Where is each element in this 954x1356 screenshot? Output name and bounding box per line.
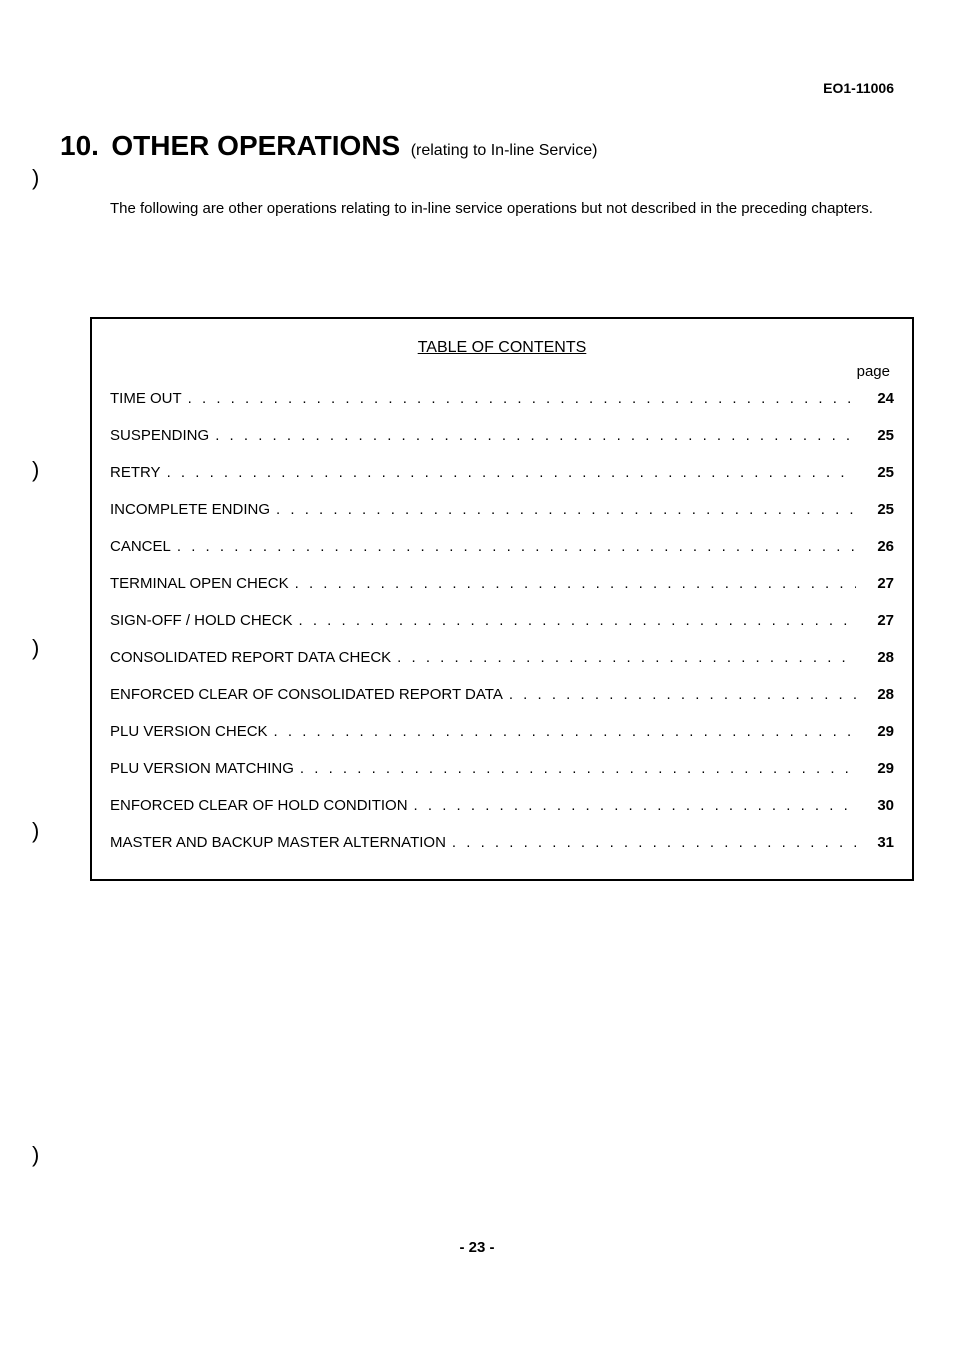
chapter-number: 10.: [60, 130, 99, 161]
toc-page-header: page: [110, 363, 894, 380]
toc-row: TERMINAL OPEN CHECK 27: [110, 575, 894, 592]
toc-item-page: 28: [862, 649, 894, 666]
toc-item-page: 30: [862, 797, 894, 814]
toc-leader-dots: [215, 427, 856, 444]
chapter-heading: 10. OTHER OPERATIONS (relating to In-lin…: [60, 130, 597, 162]
table-of-contents: TABLE OF CONTENTS page TIME OUT 24 SUSPE…: [90, 317, 914, 881]
toc-leader-dots: [167, 464, 856, 481]
toc-item-label: PLU VERSION MATCHING: [110, 760, 294, 777]
toc-item-page: 27: [862, 612, 894, 629]
margin-paren: ): [32, 1142, 39, 1168]
toc-item-label: ENFORCED CLEAR OF HOLD CONDITION: [110, 797, 408, 814]
toc-row: RETRY 25: [110, 464, 894, 481]
toc-item-label: SUSPENDING: [110, 427, 209, 444]
toc-item-label: TIME OUT: [110, 390, 182, 407]
toc-row: SIGN-OFF / HOLD CHECK 27: [110, 612, 894, 629]
toc-item-page: 24: [862, 390, 894, 407]
toc-title: TABLE OF CONTENTS: [110, 339, 894, 357]
toc-leader-dots: [299, 612, 856, 629]
toc-item-label: CONSOLIDATED REPORT DATA CHECK: [110, 649, 391, 666]
margin-paren: ): [32, 635, 39, 661]
margin-paren: ): [32, 165, 39, 191]
toc-item-label: MASTER AND BACKUP MASTER ALTERNATION: [110, 834, 446, 851]
toc-item-page: 29: [862, 723, 894, 740]
toc-row: ENFORCED CLEAR OF CONSOLIDATED REPORT DA…: [110, 686, 894, 703]
toc-item-page: 25: [862, 427, 894, 444]
toc-row: PLU VERSION MATCHING 29: [110, 760, 894, 777]
toc-row: SUSPENDING 25: [110, 427, 894, 444]
toc-leader-dots: [295, 575, 856, 592]
toc-item-page: 29: [862, 760, 894, 777]
toc-item-label: SIGN-OFF / HOLD CHECK: [110, 612, 293, 629]
toc-leader-dots: [452, 834, 856, 851]
toc-row: ENFORCED CLEAR OF HOLD CONDITION 30: [110, 797, 894, 814]
chapter-title-main: OTHER OPERATIONS: [111, 130, 400, 161]
toc-leader-dots: [300, 760, 856, 777]
toc-item-label: INCOMPLETE ENDING: [110, 501, 270, 518]
toc-row: MASTER AND BACKUP MASTER ALTERNATION 31: [110, 834, 894, 851]
margin-paren: ): [32, 457, 39, 483]
toc-row: TIME OUT 24: [110, 390, 894, 407]
toc-leader-dots: [274, 723, 856, 740]
toc-leader-dots: [276, 501, 856, 518]
toc-row: PLU VERSION CHECK 29: [110, 723, 894, 740]
toc-item-page: 28: [862, 686, 894, 703]
toc-item-label: TERMINAL OPEN CHECK: [110, 575, 289, 592]
toc-leader-dots: [414, 797, 856, 814]
toc-item-label: CANCEL: [110, 538, 171, 555]
margin-paren: ): [32, 818, 39, 844]
toc-leader-dots: [509, 686, 856, 703]
toc-item-page: 26: [862, 538, 894, 555]
toc-item-page: 25: [862, 501, 894, 518]
intro-paragraph: The following are other operations relat…: [110, 198, 879, 221]
toc-leader-dots: [188, 390, 856, 407]
toc-row: INCOMPLETE ENDING 25: [110, 501, 894, 518]
toc-leader-dots: [177, 538, 856, 555]
toc-item-label: PLU VERSION CHECK: [110, 723, 268, 740]
document-id: EO1-11006: [823, 80, 894, 96]
page-number: - 23 -: [0, 1239, 954, 1256]
toc-item-page: 27: [862, 575, 894, 592]
toc-item-label: ENFORCED CLEAR OF CONSOLIDATED REPORT DA…: [110, 686, 503, 703]
toc-item-label: RETRY: [110, 464, 161, 481]
toc-leader-dots: [397, 649, 856, 666]
toc-item-page: 25: [862, 464, 894, 481]
toc-row: CANCEL 26: [110, 538, 894, 555]
toc-row: CONSOLIDATED REPORT DATA CHECK 28: [110, 649, 894, 666]
chapter-title-sub: (relating to In-line Service): [411, 142, 598, 159]
toc-item-page: 31: [862, 834, 894, 851]
